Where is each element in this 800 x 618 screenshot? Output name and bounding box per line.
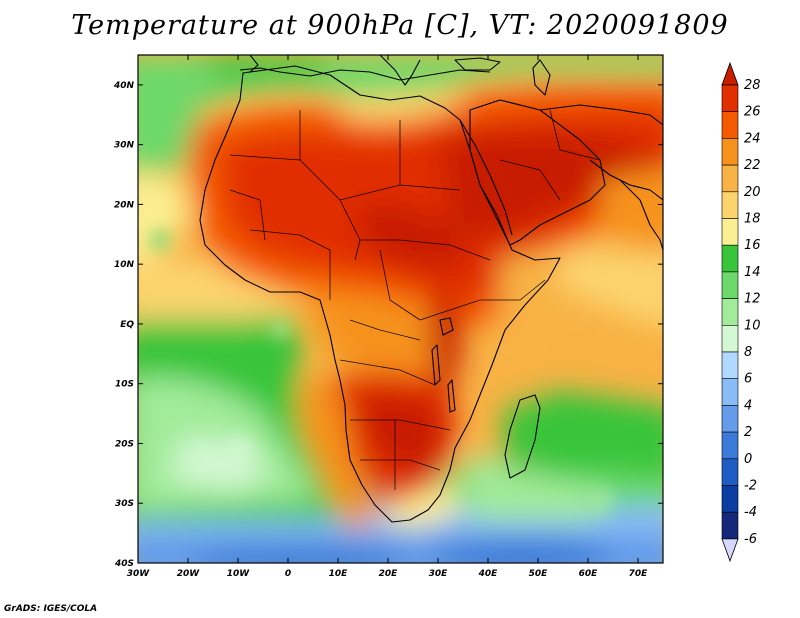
- colorbar-swatch: [721, 458, 739, 486]
- y-tick-label: 20N: [114, 200, 135, 210]
- colorbar-swatch: [721, 164, 739, 193]
- colorbar-swatch: [721, 271, 739, 299]
- colorbar-swatch: [721, 485, 739, 513]
- x-tick-label: 30W: [127, 569, 151, 579]
- colorbar-label: 22: [744, 158, 761, 173]
- colorbar-label: 20: [744, 185, 761, 200]
- colorbar-swatch: [721, 405, 739, 433]
- x-tick-label: 40E: [478, 569, 499, 579]
- colorbar-label: -4: [744, 505, 757, 520]
- x-axis: 30W 20W 10W 0 10E 20E 30E 40E 50E 60E 70E: [127, 55, 648, 579]
- x-tick-label: 0: [285, 569, 291, 579]
- y-tick-label: 40N: [113, 81, 135, 91]
- colorbar-swatch: [721, 324, 739, 353]
- grads-credit: GrADS: IGES/COLA: [4, 604, 98, 614]
- colorbar-swatch: [721, 351, 739, 380]
- y-tick-label: 30N: [114, 141, 135, 151]
- colorbar-label: 18: [744, 212, 761, 227]
- x-tick-label: 60E: [579, 569, 599, 579]
- colorbar-swatch: [721, 431, 739, 460]
- colorbar-swatch: [721, 244, 739, 273]
- temperature-field: [138, 55, 663, 563]
- colorbar-swatch: [721, 111, 739, 139]
- colorbar-label: -2: [744, 479, 757, 494]
- y-tick-label: 10N: [114, 260, 135, 270]
- x-tick-label: 20E: [379, 569, 399, 579]
- x-tick-label: 50E: [529, 569, 549, 579]
- country-borders: [229, 109, 601, 490]
- y-tick-label: 30S: [115, 499, 134, 509]
- colorbar-label: 8: [744, 345, 752, 360]
- colorbar-swatch: [721, 218, 739, 246]
- x-tick-label: 70E: [629, 569, 649, 579]
- colorbar-label: 10: [744, 318, 761, 333]
- coastlines: [199, 55, 663, 523]
- x-tick-label: 20W: [177, 569, 201, 579]
- colorbar-label: 0: [744, 452, 752, 467]
- colorbar-bottom-arrow: [721, 538, 739, 563]
- colorbar-swatch: [721, 298, 739, 326]
- colorbar-label: 26: [744, 105, 761, 120]
- colorbar-label: 6: [744, 372, 752, 387]
- colorbar-swatch: [721, 138, 739, 166]
- map-frame: [137, 54, 664, 564]
- map-title: Temperature at 900hPa [C], VT: 202009180…: [71, 10, 729, 41]
- colorbar-label: 24: [744, 131, 761, 146]
- colorbar-label: 28: [744, 78, 761, 93]
- colorbar-label: 14: [744, 265, 761, 280]
- y-axis: 40S 30S 20S 10S EQ 10N 20N 30N 40N: [113, 81, 663, 569]
- colorbar-swatch: [721, 191, 739, 219]
- colorbar-label: 12: [744, 292, 761, 307]
- colorbar-top-arrow: [721, 61, 739, 86]
- colorbar-label: 16: [744, 238, 761, 253]
- colorbar-label: 2: [744, 425, 752, 440]
- y-tick-label: EQ: [120, 320, 134, 330]
- x-tick-label: 30E: [429, 569, 449, 579]
- y-tick-label: 40S: [114, 559, 134, 569]
- y-tick-label: 20S: [115, 439, 134, 449]
- colorbar-swatch: [721, 378, 739, 406]
- x-tick-label: 10E: [329, 569, 349, 579]
- colorbar-label: 4: [744, 398, 752, 413]
- colorbar-swatch: [721, 511, 739, 540]
- colorbar-swatch: [721, 84, 739, 113]
- colorbar-label: -6: [744, 532, 757, 547]
- x-tick-label: 10W: [227, 569, 251, 579]
- y-tick-label: 10S: [115, 380, 134, 390]
